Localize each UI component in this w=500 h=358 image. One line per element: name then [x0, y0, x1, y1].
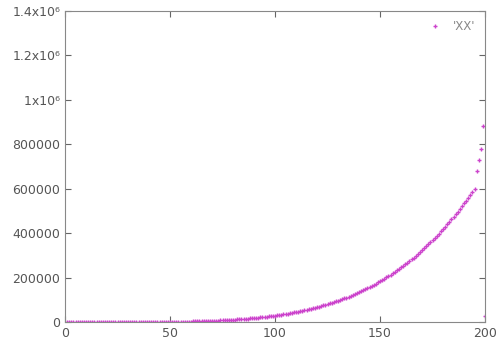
'XX' — [176, 320, 182, 324]
'XX' — [142, 320, 148, 324]
Line: 'XX': 'XX' — [65, 124, 487, 324]
'XX' — [64, 320, 70, 324]
'XX' — [482, 313, 488, 318]
'XX' — [446, 220, 452, 224]
'XX' — [461, 201, 467, 205]
'XX' — [81, 320, 87, 324]
'XX' — [480, 124, 486, 129]
Legend: 'XX': 'XX' — [420, 16, 479, 37]
'XX' — [90, 320, 96, 324]
